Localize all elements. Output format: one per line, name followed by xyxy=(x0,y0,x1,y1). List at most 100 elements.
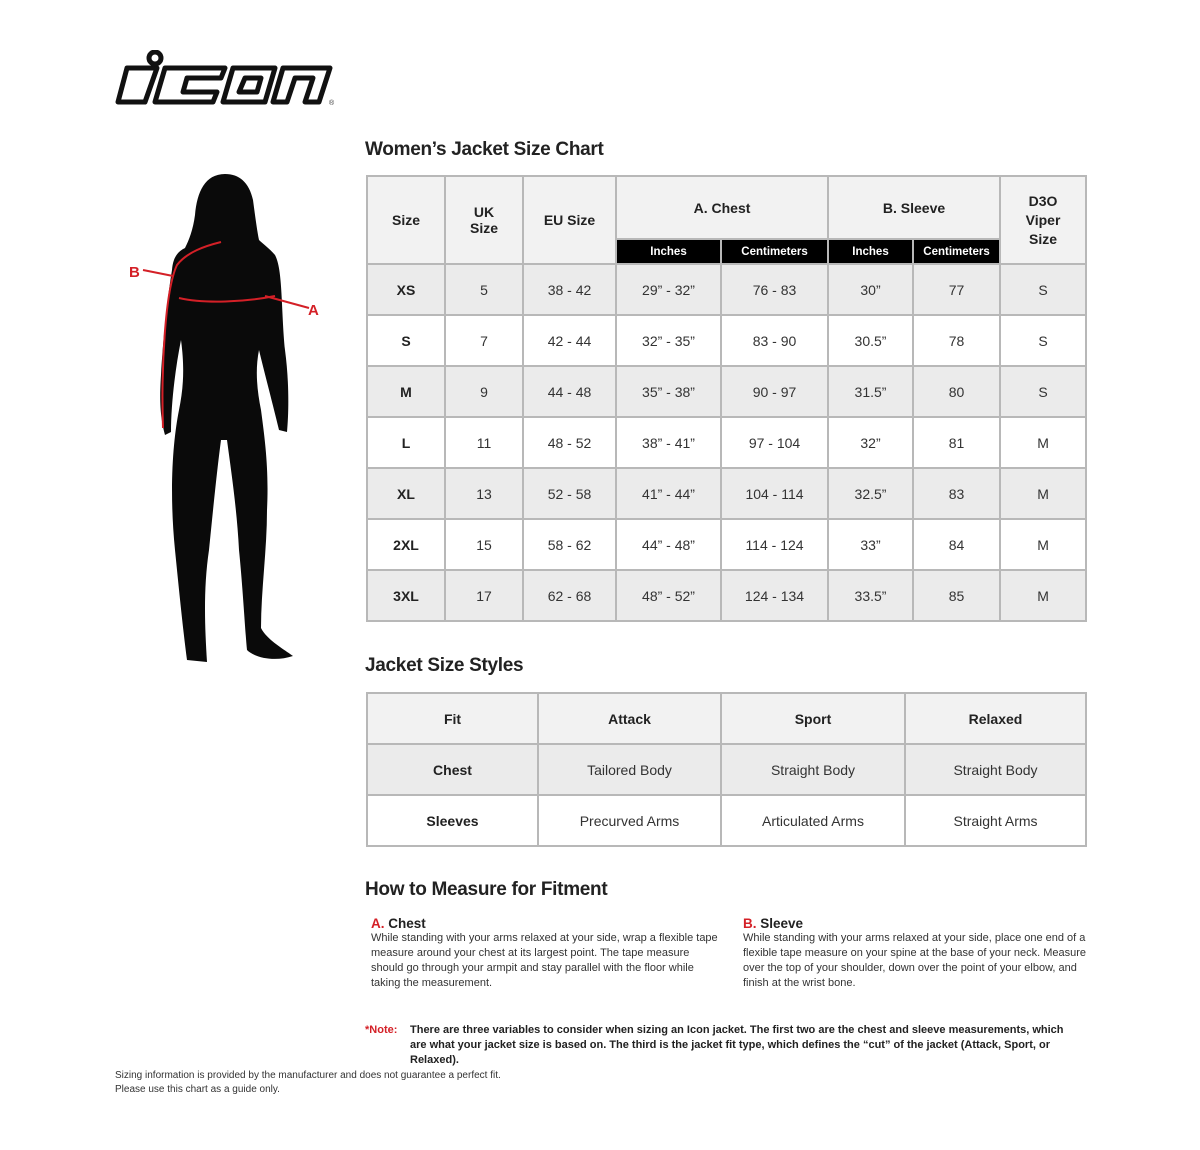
cell: 85 xyxy=(912,569,1002,622)
cell: 80 xyxy=(912,365,1002,418)
disclaimer-line-1: Sizing information is provided by the ma… xyxy=(115,1070,501,1081)
cell: XS xyxy=(366,263,446,316)
cell: 44 - 48 xyxy=(522,365,617,418)
cell: M xyxy=(999,569,1088,622)
styles-row-sleeves: Sleeves Precurved Arms Articulated Arms … xyxy=(366,794,1087,847)
cell: 9 xyxy=(444,365,524,418)
cell: 32” xyxy=(827,416,915,469)
sleeve-instructions: While standing with your arms relaxed at… xyxy=(743,932,1087,989)
sleeve-name: Sleeve xyxy=(760,916,804,931)
chest-name: Chest xyxy=(388,916,426,931)
cell: L xyxy=(366,416,446,469)
cell: 62 - 68 xyxy=(522,569,617,622)
chest-instructions: While standing with your arms relaxed at… xyxy=(371,932,718,989)
cell: 76 - 83 xyxy=(719,263,830,316)
cell: 33” xyxy=(827,518,915,571)
cell: 44” - 48” xyxy=(615,518,722,571)
cell: Straight Body xyxy=(720,743,906,796)
note-label: *Note: xyxy=(365,1024,398,1036)
sleeve-letter: B. xyxy=(743,916,757,931)
cell: 32.5” xyxy=(827,467,915,520)
header-size: Size xyxy=(366,175,446,265)
cell: 29” - 32” xyxy=(615,263,722,316)
cell: M xyxy=(999,416,1088,469)
header-sleeve: B. Sleeve xyxy=(827,175,1002,240)
measure-title: How to Measure for Fitment xyxy=(365,879,608,900)
header-d3o: D3O Viper Size xyxy=(999,175,1088,265)
cell: XL xyxy=(366,467,446,520)
cell: Tailored Body xyxy=(537,743,722,796)
cell: 78 xyxy=(912,314,1002,367)
cell: 3XL xyxy=(366,569,446,622)
cell: 48 - 52 xyxy=(522,416,617,469)
cell: 124 - 134 xyxy=(719,569,830,622)
cell: 83 xyxy=(912,467,1002,520)
cell: M xyxy=(999,467,1088,520)
cell: 35” - 38” xyxy=(615,365,722,418)
body-measurement-figure: B A xyxy=(125,170,335,670)
cell: M xyxy=(999,518,1088,571)
chest-letter: A. xyxy=(371,916,385,931)
subheader-chest-inches: Inches xyxy=(615,238,722,265)
cell: 13 xyxy=(444,467,524,520)
size-row: 3XL 17 62 - 68 48” - 52” 124 - 134 33.5” 85 M xyxy=(366,569,1088,622)
cell: 38 - 42 xyxy=(522,263,617,316)
size-row: M 9 44 - 48 35” - 38” 90 - 97 31.5” 80 S xyxy=(366,365,1088,418)
cell: 48” - 52” xyxy=(615,569,722,622)
styles-header-attack: Attack xyxy=(537,692,722,745)
cell: 58 - 62 xyxy=(522,518,617,571)
cell: 2XL xyxy=(366,518,446,571)
cell: Straight Arms xyxy=(904,794,1087,847)
cell: 114 - 124 xyxy=(719,518,830,571)
subheader-chest-cm: Centimeters xyxy=(719,238,830,265)
cell: 33.5” xyxy=(827,569,915,622)
cell: 15 xyxy=(444,518,524,571)
note-text: There are three variables to consider wh… xyxy=(410,1024,1064,1066)
cell: 90 - 97 xyxy=(719,365,830,418)
measure-sleeve: B. Sleeve While standing with your arms … xyxy=(743,916,1088,991)
size-chart-table: Size UK Size EU Size A. Chest B. Sleeve … xyxy=(366,175,1088,622)
cell: 31.5” xyxy=(827,365,915,418)
cell: 97 - 104 xyxy=(719,416,830,469)
cell: 52 - 58 xyxy=(522,467,617,520)
styles-header-sport: Sport xyxy=(720,692,906,745)
disclaimer: Sizing information is provided by the ma… xyxy=(115,1069,501,1097)
cell: M xyxy=(366,365,446,418)
size-row: S 7 42 - 44 32” - 35” 83 - 90 30.5” 78 S xyxy=(366,314,1088,367)
styles-row-chest: Chest Tailored Body Straight Body Straig… xyxy=(366,743,1087,796)
cell: 30” xyxy=(827,263,915,316)
size-row: L 11 48 - 52 38” - 41” 97 - 104 32” 81 M xyxy=(366,416,1088,469)
size-row: 2XL 15 58 - 62 44” - 48” 114 - 124 33” 84 M xyxy=(366,518,1088,571)
svg-text:®: ® xyxy=(329,99,335,106)
cell: Chest xyxy=(366,743,539,796)
cell: 104 - 114 xyxy=(719,467,830,520)
label-b: B xyxy=(129,264,140,281)
subheader-sleeve-inches: Inches xyxy=(827,238,915,265)
cell: 11 xyxy=(444,416,524,469)
styles-title: Jacket Size Styles xyxy=(365,655,524,676)
cell: 38” - 41” xyxy=(615,416,722,469)
cell: S xyxy=(999,365,1088,418)
cell: S xyxy=(366,314,446,367)
styles-header-fit: Fit xyxy=(366,692,539,745)
cell: 81 xyxy=(912,416,1002,469)
cell: 41” - 44” xyxy=(615,467,722,520)
styles-header-relaxed: Relaxed xyxy=(904,692,1087,745)
cell: 30.5” xyxy=(827,314,915,367)
cell: 7 xyxy=(444,314,524,367)
cell: Precurved Arms xyxy=(537,794,722,847)
cell: 5 xyxy=(444,263,524,316)
cell: S xyxy=(999,314,1088,367)
cell: Articulated Arms xyxy=(720,794,906,847)
cell: S xyxy=(999,263,1088,316)
cell: Sleeves xyxy=(366,794,539,847)
header-uk: UK Size xyxy=(444,175,524,265)
cell: 83 - 90 xyxy=(719,314,830,367)
subheader-sleeve-cm: Centimeters xyxy=(912,238,1002,265)
brand-logo: ® xyxy=(115,49,340,107)
styles-table: Fit Attack Sport Relaxed Chest Tailored … xyxy=(366,692,1087,847)
header-eu: EU Size xyxy=(522,175,617,265)
cell: 17 xyxy=(444,569,524,622)
size-row: XS 5 38 - 42 29” - 32” 76 - 83 30” 77 S xyxy=(366,263,1088,316)
size-row: XL 13 52 - 58 41” - 44” 104 - 114 32.5” 83 M xyxy=(366,467,1088,520)
